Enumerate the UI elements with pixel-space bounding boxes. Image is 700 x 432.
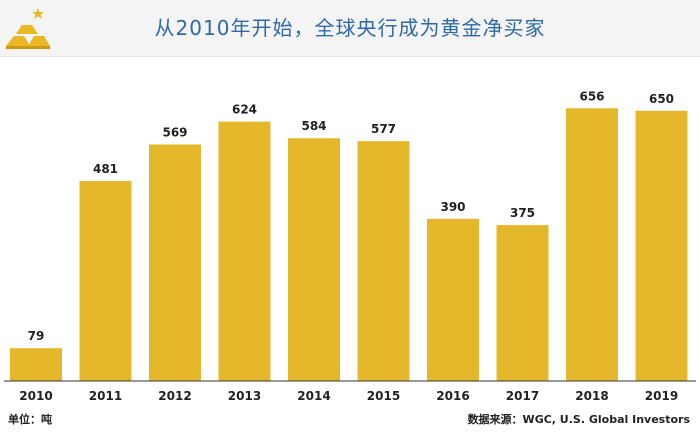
x-tick-labels-group: 2010 2011 2012 2013 2014 2015 2016 2017 2018 2019: [19, 389, 678, 403]
chart-header: 从2010年开始，全球央行成为黄金净买家: [0, 0, 700, 57]
x-tick-label-2011: 2011: [89, 389, 122, 403]
x-tick-label-2010: 2010: [19, 389, 52, 403]
value-label-2011: 481: [93, 162, 118, 176]
source-label: 数据来源：WGC, U.S. Global Investors: [467, 413, 690, 426]
bar-2010: [10, 348, 62, 381]
gold-bars-icon: [6, 8, 50, 49]
bars-group: [10, 108, 688, 382]
value-label-2019: 650: [649, 92, 674, 106]
chart-title: 从2010年开始，全球央行成为黄金净买家: [154, 16, 546, 40]
bar-2015: [357, 141, 410, 381]
bar-2011: [79, 181, 132, 381]
x-tick-label-2012: 2012: [158, 389, 191, 403]
value-labels-group: 79 481 569 624 584 577 390 375 656 650: [28, 89, 674, 343]
value-label-2018: 656: [579, 89, 604, 103]
bar-2017: [496, 225, 549, 381]
value-label-2016: 390: [440, 200, 465, 214]
x-tick-label-2014: 2014: [297, 389, 330, 403]
bar-2012: [149, 144, 201, 381]
bar-2013: [218, 121, 271, 381]
unit-label: 单位：吨: [8, 413, 52, 426]
bar-2016: [427, 218, 479, 381]
x-tick-label-2013: 2013: [228, 389, 261, 403]
x-tick-label-2016: 2016: [436, 389, 469, 403]
value-label-2010: 79: [28, 329, 45, 343]
x-tick-label-2015: 2015: [367, 389, 400, 403]
value-label-2012: 569: [162, 125, 187, 139]
value-label-2017: 375: [510, 206, 535, 220]
x-tick-label-2018: 2018: [575, 389, 608, 403]
value-label-2013: 624: [232, 103, 257, 117]
bar-2018: [566, 108, 618, 382]
value-label-2015: 577: [371, 122, 396, 136]
x-tick-label-2019: 2019: [645, 389, 678, 403]
x-tick-label-2017: 2017: [506, 389, 539, 403]
bar-2019: [635, 110, 688, 382]
value-label-2014: 584: [301, 119, 326, 133]
bar-2014: [288, 138, 340, 381]
